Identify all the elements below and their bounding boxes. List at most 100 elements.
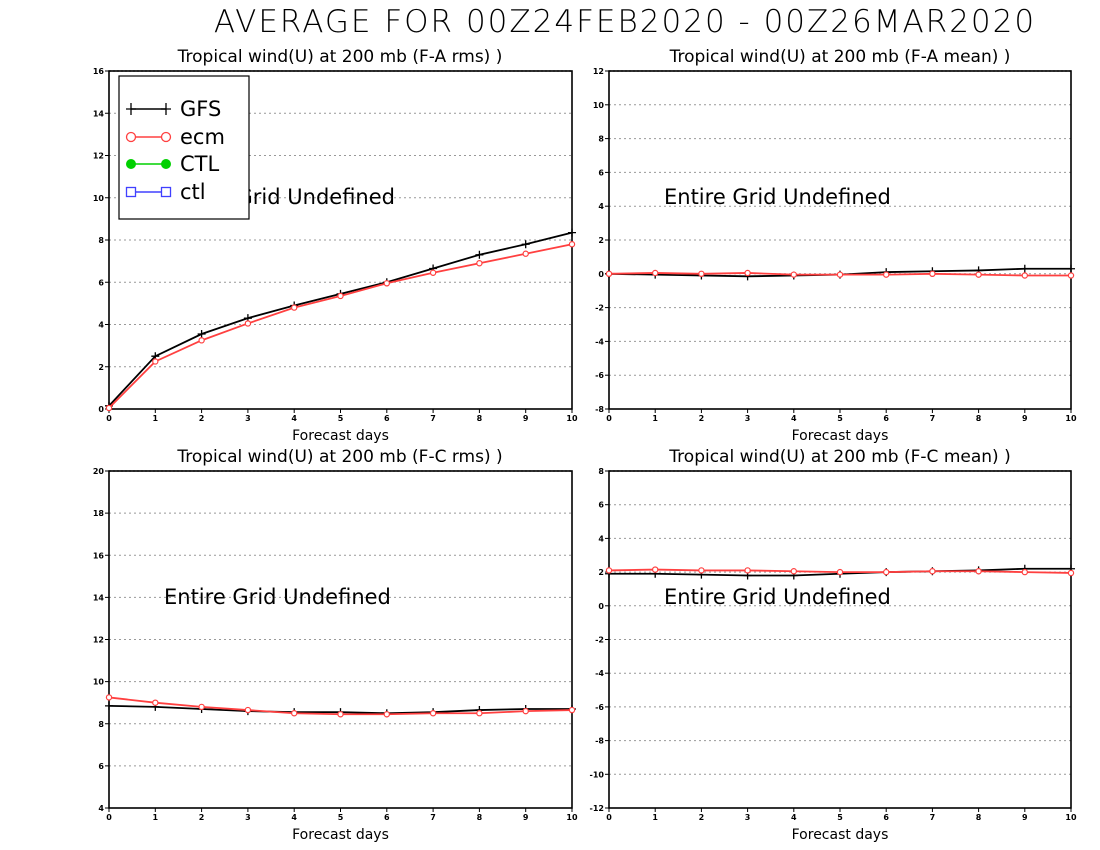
data-point-ecm [291, 304, 298, 311]
x-tick-label: 9 [523, 414, 529, 423]
data-point-ecm [883, 568, 890, 576]
data-point-ecm [652, 566, 659, 573]
data-point-gfs [475, 250, 484, 259]
data-point-ecm [476, 710, 483, 717]
y-tick-label: 0 [98, 405, 104, 414]
x-tick-label: 4 [291, 813, 297, 822]
y-tick-label: 10 [93, 194, 105, 203]
legend-marker-gfs [161, 103, 171, 115]
data-point-ecm [975, 271, 982, 278]
x-tick-label: 6 [384, 414, 390, 423]
y-tick-label: 0 [598, 270, 604, 279]
figure-title: AVERAGE FOR 00Z24FEB2020 - 00Z26MAR2020 [213, 4, 1037, 40]
x-tick-label: 7 [930, 813, 936, 822]
legend-marker-ctl-filled [161, 159, 171, 169]
data-point-ecm [383, 711, 390, 718]
y-tick-label: 2 [598, 236, 604, 245]
x-tick-label: 1 [153, 813, 159, 822]
x-tick-label: 3 [745, 414, 751, 423]
x-tick-label: 1 [153, 414, 159, 423]
data-point-gfs [105, 701, 113, 710]
y-tick-label: -6 [595, 371, 604, 380]
undefined-grid-annotation: Entire Grid Undefined [664, 185, 891, 209]
y-tick-label: 16 [93, 551, 105, 560]
legend-label-gfs: GFS [180, 97, 221, 121]
y-tick-label: 0 [598, 602, 604, 611]
data-point-ecm [883, 271, 890, 278]
legend-marker-ctl-square [160, 186, 172, 198]
y-tick-label: 2 [98, 363, 104, 372]
data-point-ecm [105, 404, 113, 412]
legend-marker-ctl-filled [126, 159, 136, 169]
data-point-ecm [152, 699, 159, 706]
x-tick-label: 10 [566, 414, 578, 423]
undefined-grid-annotation: Entire Grid Undefined [664, 585, 891, 609]
data-point-ecm [744, 567, 751, 574]
series-line-ecm [108, 243, 573, 409]
x-tick-label: 3 [745, 813, 751, 822]
y-tick-label: 4 [98, 804, 104, 813]
x-tick-label: 2 [199, 414, 205, 423]
x-tick-label: 5 [837, 813, 843, 822]
y-tick-label: 18 [93, 509, 105, 518]
data-point-ecm [836, 568, 844, 576]
data-point-ecm [975, 568, 982, 575]
data-point-gfs [568, 228, 576, 237]
y-tick-label: -4 [595, 337, 604, 346]
undefined-grid-annotation: Entire Grid Undefined [164, 585, 391, 609]
data-point-gfs [521, 240, 530, 249]
data-point-ecm [836, 271, 844, 278]
legend-label-ctl: CTL [180, 152, 219, 176]
x-tick-label: 7 [430, 813, 436, 822]
data-point-ecm [522, 250, 529, 257]
x-tick-label: 2 [699, 813, 705, 822]
data-point-ecm [652, 269, 659, 277]
y-tick-label: 14 [93, 109, 105, 118]
x-tick-label: 7 [430, 414, 436, 423]
x-tick-label: 0 [606, 414, 612, 423]
y-tick-label: -6 [595, 703, 604, 712]
y-tick-label: -10 [590, 770, 605, 779]
y-tick-label: -2 [595, 304, 604, 313]
x-tick-label: 0 [106, 414, 112, 423]
x-tick-label: 8 [976, 813, 982, 822]
y-tick-label: 4 [598, 202, 604, 211]
y-tick-label: 8 [598, 135, 604, 144]
y-tick-label: 4 [598, 534, 604, 543]
y-tick-label: 6 [598, 501, 604, 510]
x-tick-label: 2 [699, 414, 705, 423]
x-tick-label: 3 [245, 813, 251, 822]
data-point-ecm [244, 320, 252, 327]
x-tick-label: 0 [106, 813, 112, 822]
x-tick-label: 9 [523, 813, 529, 822]
x-tick-label: 9 [1022, 414, 1028, 423]
data-point-ecm [568, 706, 576, 714]
y-tick-label: 6 [98, 762, 104, 771]
x-tick-label: 8 [976, 414, 982, 423]
y-tick-label: 10 [93, 678, 105, 687]
data-point-ecm [429, 710, 437, 717]
y-tick-label: -8 [595, 405, 604, 414]
y-tick-label: -12 [590, 804, 604, 813]
y-tick-label: 4 [98, 321, 104, 330]
x-axis-label: Forecast days [292, 827, 389, 843]
data-point-ecm [698, 567, 705, 574]
y-tick-label: 20 [93, 467, 105, 476]
x-tick-label: 1 [652, 414, 658, 423]
data-point-ecm [198, 337, 205, 344]
data-point-ecm [1021, 568, 1029, 576]
y-tick-label: 12 [93, 636, 104, 645]
x-tick-label: 5 [338, 414, 344, 423]
legend-label-ecm: ecm [180, 125, 225, 149]
legend-marker-ecm [160, 131, 172, 143]
x-tick-label: 1 [652, 813, 658, 822]
y-tick-label: 6 [598, 168, 604, 177]
data-point-ecm [790, 271, 798, 278]
data-point-ecm [605, 567, 613, 574]
x-tick-label: 7 [930, 414, 936, 423]
y-tick-label: -2 [595, 636, 604, 645]
y-tick-label: 8 [98, 720, 104, 729]
data-point-ecm [929, 270, 936, 277]
panel-title: Tropical wind(U) at 200 mb (F-A mean) ) [669, 47, 1011, 67]
x-tick-label: 6 [384, 813, 390, 822]
